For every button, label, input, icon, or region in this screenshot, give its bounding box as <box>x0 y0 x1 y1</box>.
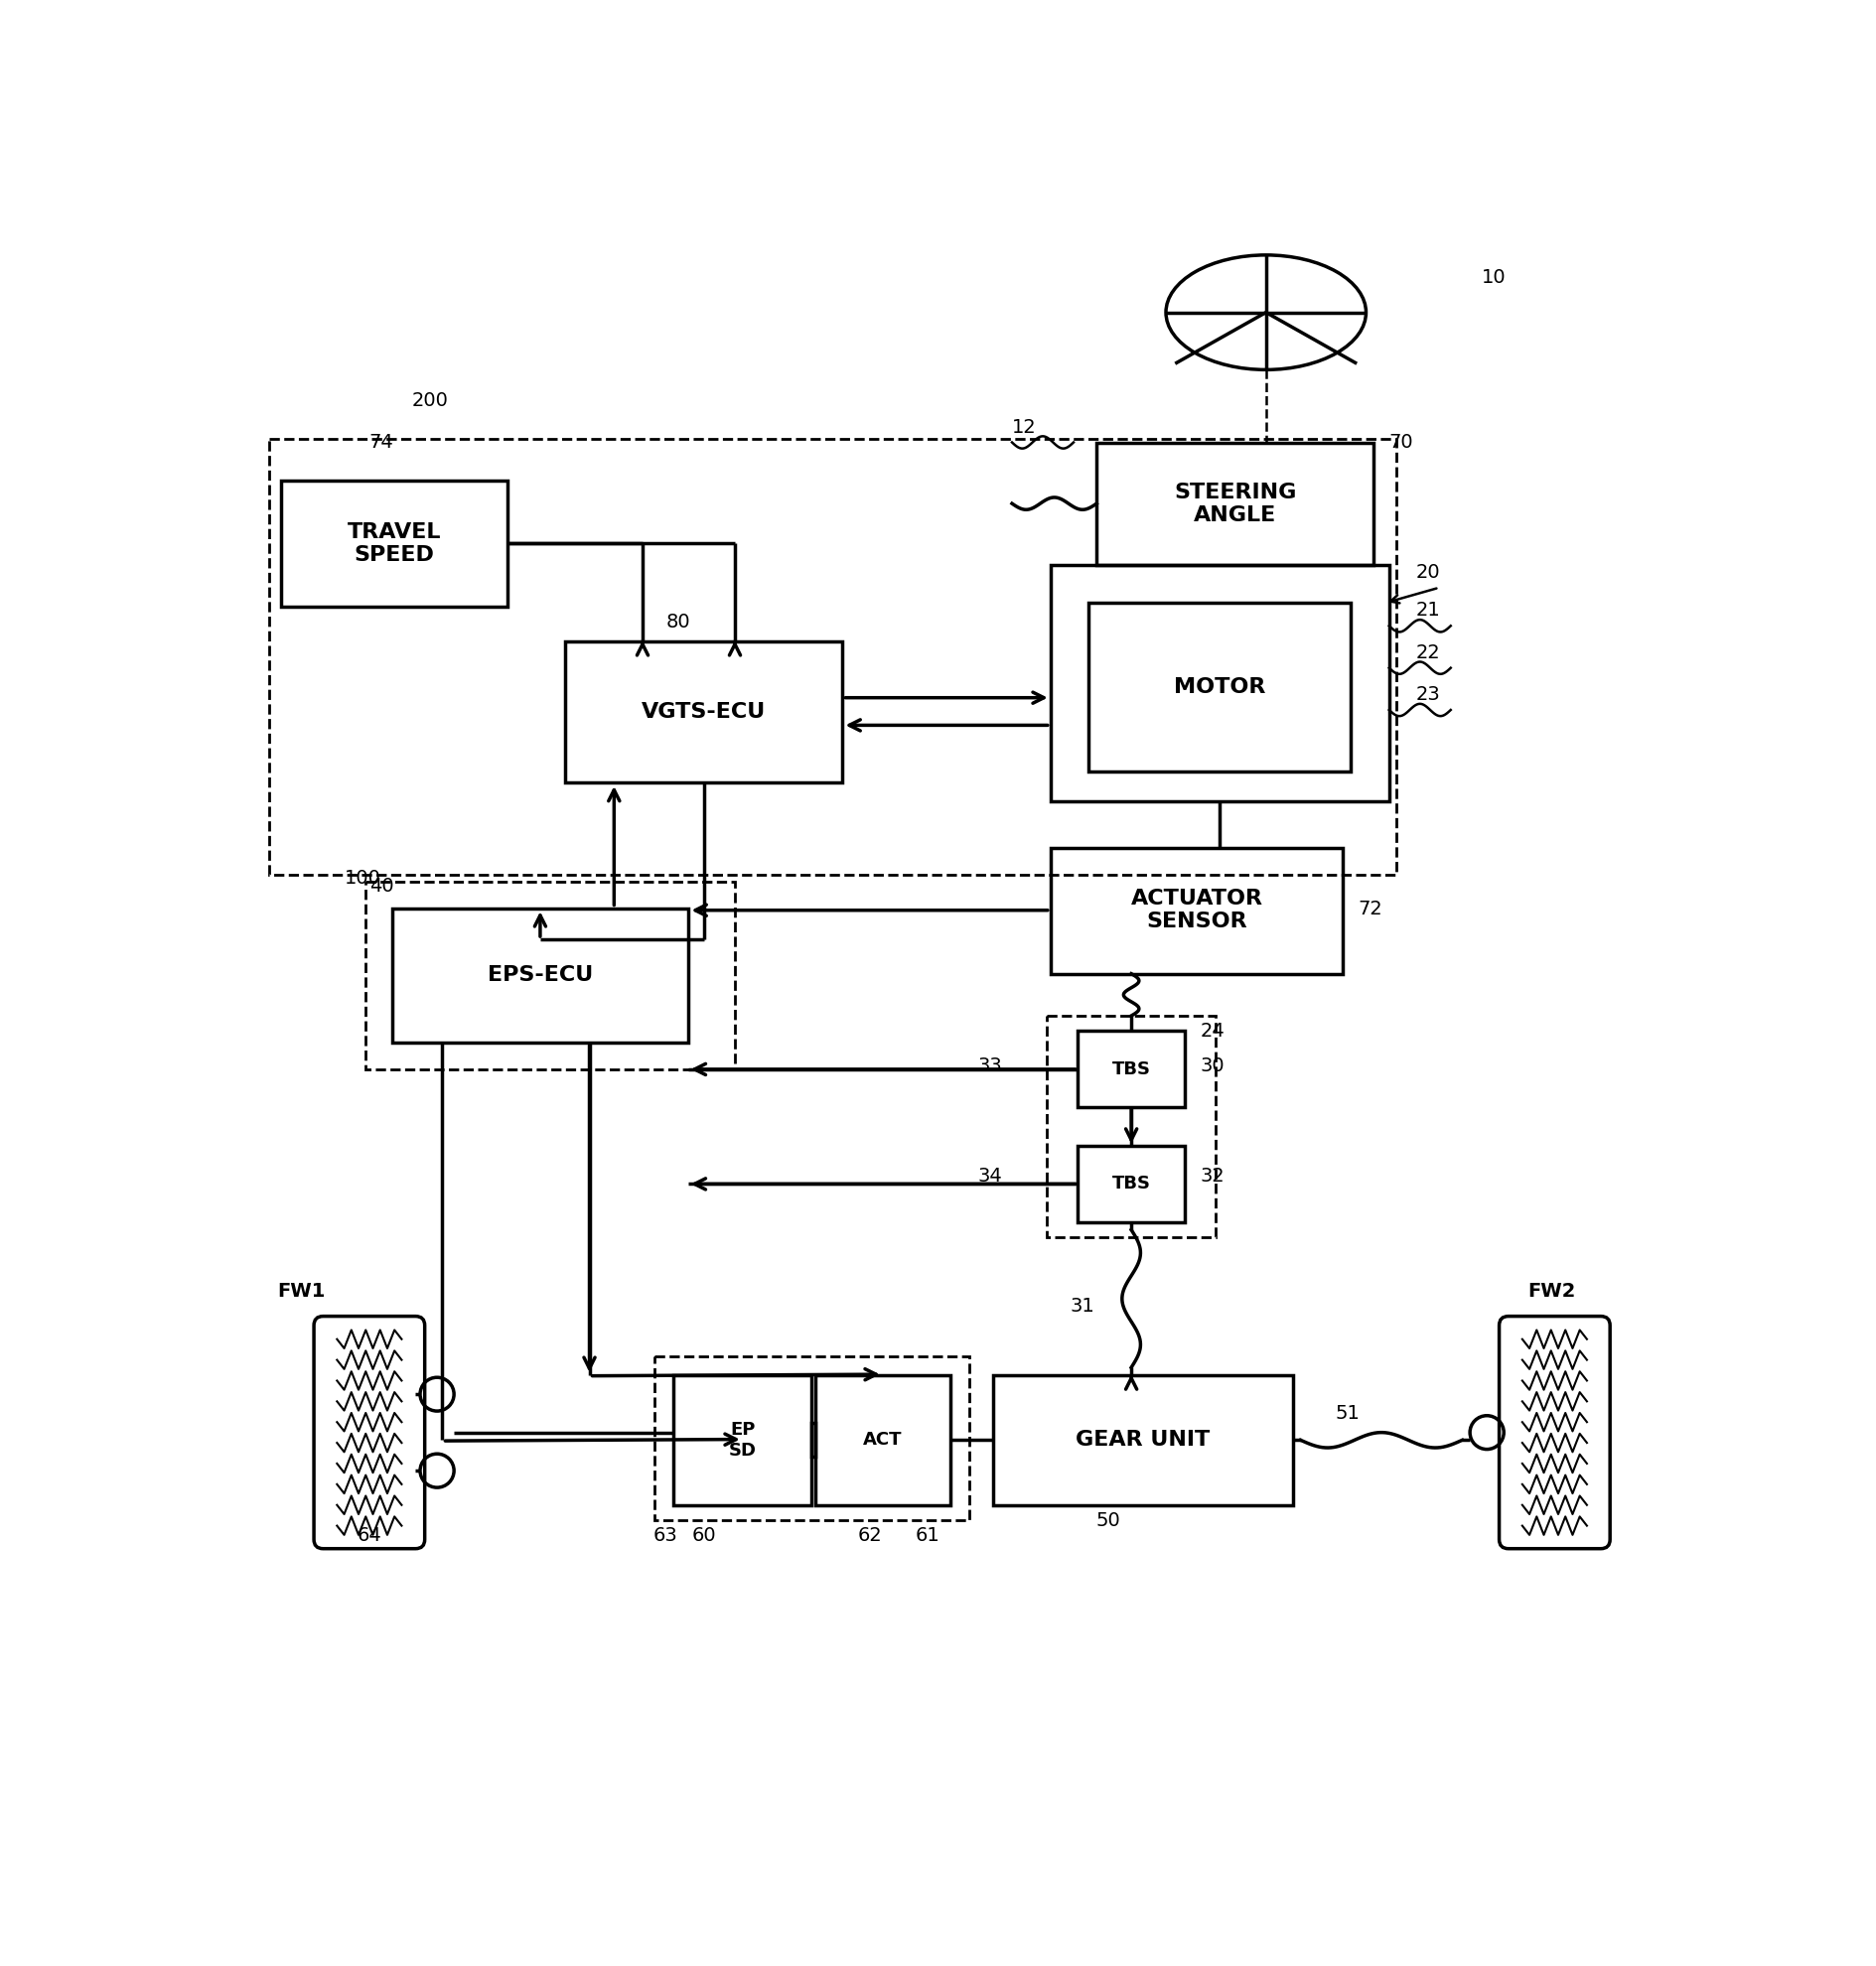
Text: TRAVEL
SPEED: TRAVEL SPEED <box>347 521 441 564</box>
Text: FW1: FW1 <box>278 1282 325 1300</box>
Bar <box>1088 604 1351 771</box>
Text: 60: 60 <box>692 1526 717 1545</box>
Text: ACTUATOR
SENSOR: ACTUATOR SENSOR <box>1129 889 1263 932</box>
Text: 30: 30 <box>1201 1056 1225 1075</box>
Text: TBS: TBS <box>1111 1176 1150 1193</box>
Bar <box>1047 1016 1216 1237</box>
Text: FW2: FW2 <box>1527 1282 1574 1300</box>
Text: EPS-ECU: EPS-ECU <box>488 965 593 985</box>
Text: 63: 63 <box>653 1526 677 1545</box>
Text: GEAR UNIT: GEAR UNIT <box>1075 1429 1210 1451</box>
Bar <box>565 641 842 782</box>
Text: STEERING
ANGLE: STEERING ANGLE <box>1172 482 1296 525</box>
Text: 23: 23 <box>1415 686 1441 704</box>
Text: 22: 22 <box>1415 643 1441 663</box>
Bar <box>1096 442 1373 564</box>
Bar <box>992 1374 1293 1506</box>
Text: 72: 72 <box>1358 898 1383 918</box>
Text: 61: 61 <box>915 1526 940 1545</box>
Bar <box>653 1357 970 1520</box>
Bar <box>1077 1030 1184 1107</box>
Text: 40: 40 <box>370 877 394 895</box>
Bar <box>281 480 508 607</box>
Bar <box>673 1374 812 1506</box>
Text: 200: 200 <box>411 391 448 409</box>
Text: 31: 31 <box>1069 1298 1094 1315</box>
Text: 74: 74 <box>370 433 394 452</box>
Text: 32: 32 <box>1201 1168 1225 1185</box>
Text: TBS: TBS <box>1111 1060 1150 1077</box>
Bar <box>816 1374 949 1506</box>
Bar <box>392 908 688 1042</box>
Text: EP
SD: EP SD <box>728 1421 756 1459</box>
Text: 51: 51 <box>1334 1404 1360 1423</box>
Text: ACT: ACT <box>863 1431 902 1449</box>
Bar <box>1051 564 1388 802</box>
Bar <box>1077 1146 1184 1223</box>
Text: 20: 20 <box>1415 562 1439 582</box>
Bar <box>268 438 1396 875</box>
Text: 62: 62 <box>857 1526 882 1545</box>
Text: 24: 24 <box>1201 1022 1225 1040</box>
Bar <box>812 1423 816 1457</box>
Text: 100: 100 <box>345 869 381 887</box>
Text: 33: 33 <box>977 1056 1002 1075</box>
Text: 70: 70 <box>1388 433 1413 452</box>
Text: 50: 50 <box>1096 1512 1120 1530</box>
Bar <box>366 883 735 1070</box>
Text: 12: 12 <box>1011 417 1036 436</box>
Text: 34: 34 <box>977 1168 1002 1185</box>
Text: 21: 21 <box>1415 602 1441 619</box>
Text: VGTS-ECU: VGTS-ECU <box>642 702 765 722</box>
Text: MOTOR: MOTOR <box>1172 676 1264 696</box>
Bar <box>1051 847 1341 973</box>
Text: 64: 64 <box>356 1526 381 1545</box>
Text: 10: 10 <box>1480 269 1505 287</box>
Text: 80: 80 <box>666 613 690 631</box>
